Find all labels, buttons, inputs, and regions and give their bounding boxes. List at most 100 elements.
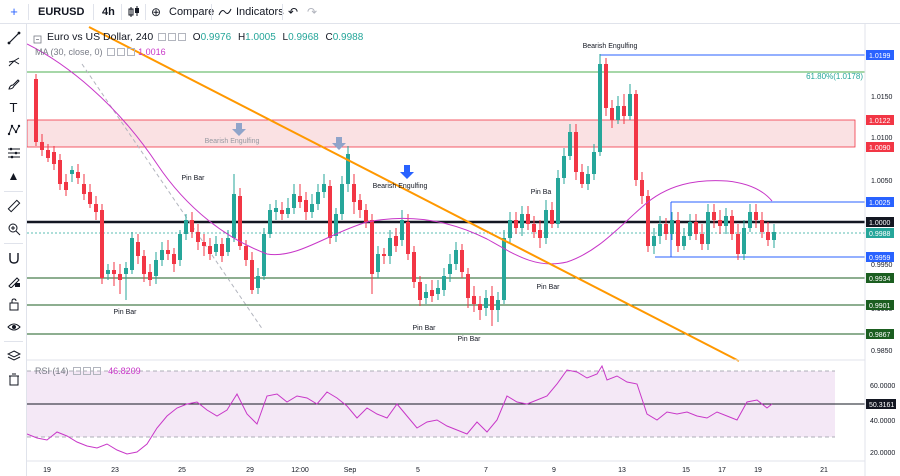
price-badge [866, 300, 894, 310]
rsi-line[interactable] [26, 364, 773, 455]
legend-more-icon[interactable] [178, 33, 186, 42]
annotation-bearish-engulfing-1: Bearish Engulfing [205, 138, 260, 145]
layers-icon[interactable] [0, 346, 27, 366]
candle-body [556, 178, 560, 224]
legend-close-label: C [325, 32, 333, 43]
time-tick-label: 7 [484, 467, 488, 474]
indicators-button[interactable]: Indicators [236, 6, 284, 18]
dashed-trendline[interactable] [81, 63, 264, 331]
price-tick-label: 1.0050 [871, 178, 893, 185]
candle-body [610, 108, 614, 120]
candle-body [352, 184, 356, 202]
candle-body [292, 194, 296, 208]
ma-eye-icon[interactable] [107, 48, 116, 57]
candle-body [448, 264, 452, 274]
trash-icon[interactable] [0, 369, 27, 389]
annotation-pin-bar-2: Pin Bar [114, 309, 138, 316]
candle-body [652, 236, 656, 246]
candle-body [262, 234, 266, 276]
price-badge-label: 0.9934 [869, 276, 891, 283]
price-badge [866, 142, 894, 152]
indicators-icon[interactable] [218, 0, 232, 24]
redo-icon[interactable]: ↷ [307, 5, 318, 19]
candle-body [748, 212, 752, 228]
price-badge-label: 1.0090 [869, 145, 891, 152]
price-badge [866, 273, 894, 283]
ma-more-icon[interactable] [127, 48, 136, 57]
collapse-icon[interactable] [33, 35, 42, 44]
price-tick-label: 0.9850 [871, 348, 893, 355]
crosshair-icon[interactable]: + [10, 4, 18, 19]
price-pane[interactable] [27, 24, 865, 360]
candle-style-icon[interactable] [128, 0, 140, 24]
legend-eye-icon[interactable] [158, 33, 166, 42]
rsi-more-icon[interactable] [93, 367, 102, 376]
candle-body [118, 274, 122, 280]
candle-body [184, 220, 188, 234]
candle-body [502, 238, 506, 300]
candle-body [766, 232, 770, 240]
price-axis[interactable]: 1.01501.01001.00501.00000.99500.99000.98… [866, 50, 894, 355]
rsi-tick-label: 60.0000 [870, 383, 895, 390]
price-tick-label: 0.9950 [871, 262, 893, 269]
candle-body [166, 250, 170, 254]
time-axis[interactable]: 19 23 25 29 12:00 Sep 5 7 9 13 15 17 19 21 [43, 467, 828, 474]
price-badge [866, 228, 894, 238]
fork-icon[interactable] [0, 51, 27, 71]
candle-body [736, 234, 740, 254]
price-badge [866, 197, 894, 207]
ma-settings-icon[interactable] [117, 48, 126, 57]
lock-icon[interactable] [0, 294, 27, 314]
time-tick-label: 17 [718, 467, 726, 474]
candle-body [754, 212, 758, 220]
candle-body [586, 174, 590, 184]
candle-body [76, 172, 80, 178]
candle-body [46, 150, 50, 158]
eye-icon[interactable] [0, 317, 27, 337]
text-icon[interactable]: T [9, 99, 18, 115]
brush-icon[interactable] [0, 74, 27, 94]
legend-open-label: O [192, 32, 201, 43]
ruler-icon[interactable] [0, 196, 27, 216]
candle-body [664, 224, 668, 234]
descending-trendline[interactable] [88, 26, 740, 362]
sidebar-divider [4, 243, 23, 244]
legend-settings-icon[interactable] [168, 33, 176, 42]
candle-body [148, 272, 152, 280]
candle-body [346, 154, 350, 184]
candle-body [562, 156, 566, 178]
trendline-icon[interactable] [0, 28, 27, 48]
measure-icon[interactable] [0, 143, 27, 163]
compare-button[interactable]: Compare [169, 6, 215, 18]
zoom-icon[interactable] [0, 219, 27, 239]
candle-body [454, 250, 458, 264]
candle-body [490, 296, 494, 310]
symbol-search-button[interactable]: EURUSD [38, 6, 85, 18]
rsi-eye-icon[interactable] [73, 367, 82, 376]
rsi-axis[interactable]: 60.0000 40.0000 20.0000 50.3161 [866, 383, 896, 457]
moving-average-line[interactable] [26, 43, 773, 265]
arrow-icon[interactable]: ▲ [7, 169, 20, 183]
time-tick-label: 9 [552, 467, 556, 474]
candle-body [598, 64, 602, 152]
compare-icon[interactable]: ⊕ [151, 5, 162, 19]
chart-area[interactable]: Bearish Engulfing Bearish Engulfing Bear… [26, 24, 900, 476]
interval-button[interactable]: 4h [102, 6, 115, 18]
magnet-icon[interactable] [0, 248, 27, 268]
pattern-icon[interactable] [0, 120, 27, 140]
legend-low-value: 0.9968 [288, 32, 319, 43]
candle-body [232, 194, 236, 238]
candle-body [334, 214, 338, 236]
time-tick-label: 19 [754, 467, 762, 474]
candle-body [304, 200, 308, 212]
lock-draw-icon[interactable] [0, 271, 27, 291]
undo-icon[interactable]: ↶ [288, 5, 299, 19]
price-badge-label: 0.9959 [869, 255, 891, 262]
candle-body [106, 270, 110, 274]
rsi-settings-icon[interactable] [83, 367, 92, 376]
candle-body [310, 204, 314, 212]
candle-body [412, 252, 416, 282]
resistance-zone[interactable] [26, 119, 856, 148]
chart-canvas[interactable]: Bearish Engulfing Bearish Engulfing Bear… [26, 24, 900, 476]
candle-body [58, 160, 62, 184]
